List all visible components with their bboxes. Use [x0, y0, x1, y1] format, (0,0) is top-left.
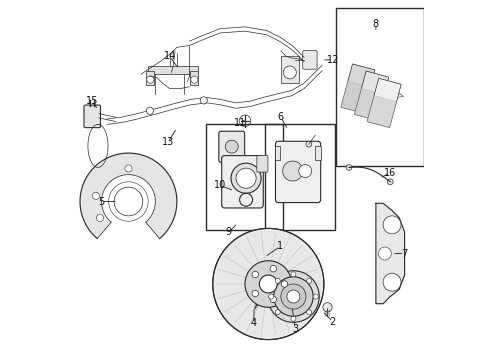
- Text: 11: 11: [234, 118, 246, 128]
- Polygon shape: [80, 153, 177, 239]
- Circle shape: [299, 165, 312, 177]
- Circle shape: [323, 303, 332, 312]
- Circle shape: [231, 163, 261, 193]
- Circle shape: [313, 294, 318, 299]
- Circle shape: [252, 271, 259, 278]
- Circle shape: [259, 275, 277, 293]
- Text: 12: 12: [327, 55, 339, 65]
- Circle shape: [306, 141, 312, 147]
- Circle shape: [114, 187, 143, 216]
- FancyBboxPatch shape: [221, 156, 263, 208]
- Circle shape: [283, 66, 296, 79]
- Polygon shape: [341, 64, 375, 113]
- Circle shape: [281, 281, 288, 287]
- Bar: [315, 146, 320, 160]
- Circle shape: [125, 165, 132, 172]
- Circle shape: [270, 296, 276, 302]
- Circle shape: [307, 310, 312, 315]
- Circle shape: [283, 161, 303, 181]
- Circle shape: [200, 97, 207, 104]
- Bar: [275, 146, 280, 160]
- Polygon shape: [367, 95, 396, 127]
- Text: 4: 4: [251, 319, 257, 328]
- Bar: [191, 71, 198, 85]
- Bar: [147, 71, 154, 85]
- Text: 16: 16: [384, 168, 396, 178]
- Circle shape: [287, 290, 300, 303]
- Polygon shape: [376, 203, 405, 304]
- FancyBboxPatch shape: [219, 131, 245, 162]
- Polygon shape: [355, 88, 384, 120]
- Circle shape: [147, 107, 153, 114]
- Circle shape: [191, 76, 198, 83]
- Circle shape: [291, 272, 296, 277]
- Circle shape: [275, 310, 280, 315]
- Text: 5: 5: [98, 197, 105, 207]
- Text: 8: 8: [373, 19, 379, 29]
- Text: 13: 13: [162, 138, 174, 147]
- Bar: [281, 56, 299, 83]
- Circle shape: [307, 278, 312, 283]
- Circle shape: [291, 316, 296, 321]
- Circle shape: [252, 290, 259, 297]
- Text: 3: 3: [292, 324, 298, 334]
- Circle shape: [245, 261, 292, 307]
- Text: 6: 6: [278, 112, 284, 122]
- Circle shape: [388, 179, 393, 185]
- Circle shape: [269, 294, 274, 299]
- Circle shape: [383, 273, 401, 291]
- FancyBboxPatch shape: [303, 50, 317, 69]
- Circle shape: [268, 271, 319, 322]
- Bar: [205, 125, 283, 230]
- Circle shape: [270, 265, 276, 272]
- Text: 10: 10: [214, 180, 226, 190]
- Text: 7: 7: [401, 248, 408, 258]
- Circle shape: [147, 76, 154, 83]
- FancyBboxPatch shape: [84, 105, 100, 128]
- Polygon shape: [367, 78, 401, 127]
- Circle shape: [236, 168, 256, 188]
- Circle shape: [281, 284, 306, 309]
- Circle shape: [213, 228, 324, 339]
- Bar: [148, 66, 198, 74]
- Text: 9: 9: [226, 227, 232, 237]
- Circle shape: [275, 278, 280, 283]
- Circle shape: [378, 247, 392, 260]
- Circle shape: [93, 192, 99, 199]
- Text: 2: 2: [330, 317, 336, 327]
- Text: 1: 1: [277, 241, 283, 251]
- Polygon shape: [355, 71, 389, 120]
- Circle shape: [383, 216, 401, 234]
- FancyBboxPatch shape: [257, 156, 268, 172]
- FancyBboxPatch shape: [275, 141, 320, 203]
- Circle shape: [97, 215, 103, 222]
- Bar: [265, 125, 335, 230]
- Circle shape: [346, 165, 352, 170]
- Polygon shape: [341, 81, 370, 113]
- Text: 15: 15: [86, 96, 99, 106]
- Text: 14: 14: [164, 51, 176, 61]
- Circle shape: [225, 140, 238, 153]
- Bar: [337, 8, 424, 166]
- Circle shape: [274, 277, 313, 316]
